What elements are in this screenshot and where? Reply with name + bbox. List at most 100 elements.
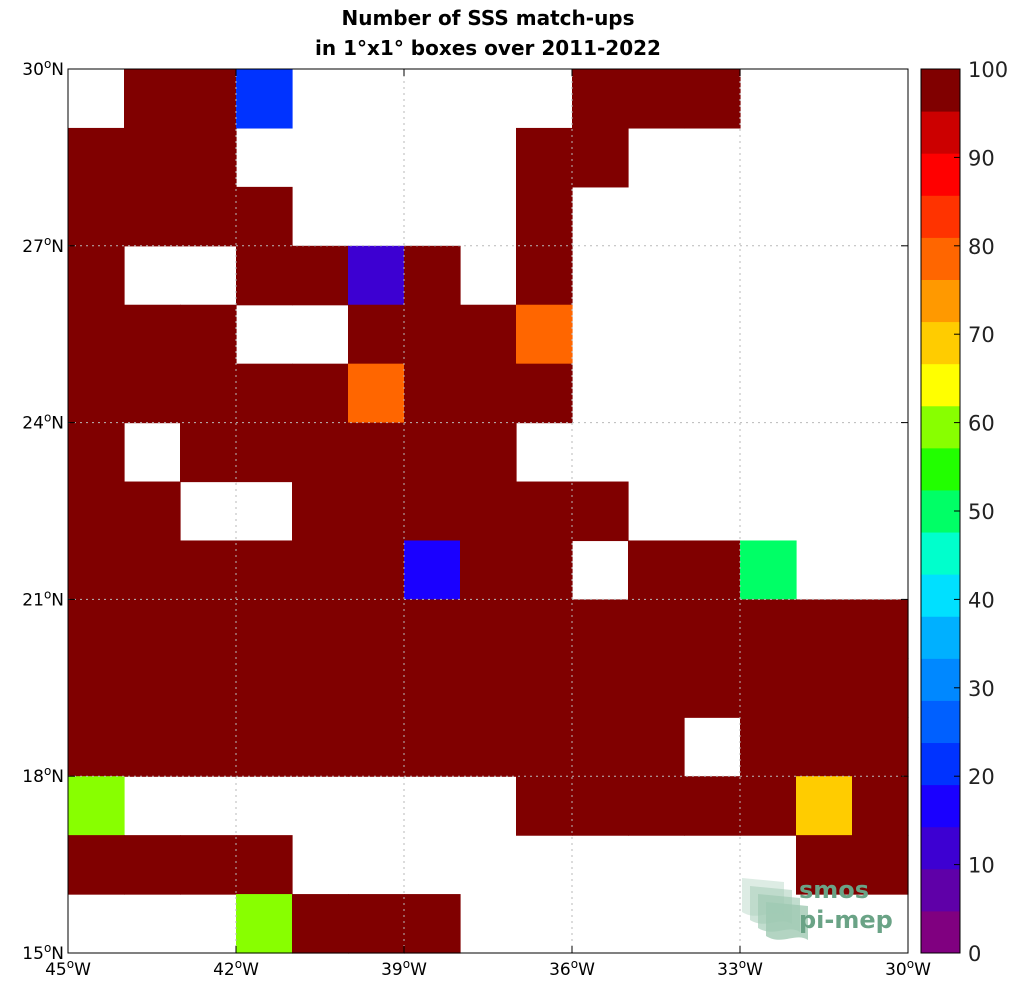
heatmap-cell bbox=[740, 717, 797, 777]
colorbar-segment bbox=[921, 910, 960, 954]
colorbar-tick-label: 30 bbox=[968, 677, 995, 701]
heatmap-cell bbox=[572, 717, 629, 777]
logo-text-line-2: pi-mep bbox=[799, 906, 893, 934]
heatmap-cell bbox=[572, 127, 629, 188]
heatmap-cell bbox=[404, 481, 461, 542]
heatmap-cell bbox=[348, 245, 405, 306]
heatmap-cell bbox=[348, 422, 405, 483]
heatmap-cell bbox=[68, 658, 125, 718]
heatmap-cell bbox=[180, 658, 237, 718]
heatmap-cell bbox=[852, 835, 909, 895]
heatmap-cell bbox=[572, 658, 629, 718]
heatmap-cell bbox=[852, 599, 909, 659]
heatmap-cell bbox=[124, 481, 181, 542]
heatmap-cell bbox=[180, 599, 237, 659]
colorbar-tick-labels: 0 10 20 30 40 50 60 70 80 90 100 bbox=[968, 58, 1008, 966]
y-tick-label: 24oN bbox=[22, 411, 64, 434]
y-tick-label: 18oN bbox=[22, 764, 64, 787]
colorbar-segment bbox=[921, 321, 960, 365]
heatmap-cell bbox=[516, 540, 573, 600]
heatmap-cell bbox=[348, 894, 405, 954]
heatmap-cell bbox=[180, 304, 237, 365]
heatmap-cell bbox=[180, 540, 237, 600]
heatmap-cell bbox=[404, 599, 461, 659]
heatmap-cell bbox=[796, 599, 853, 659]
heatmap-cell bbox=[68, 481, 125, 542]
heatmap-cell bbox=[628, 599, 685, 659]
heatmap-cell bbox=[236, 186, 293, 247]
smos-pi-mep-logo: smos pi-mep bbox=[742, 876, 893, 940]
heatmap-cell bbox=[124, 540, 181, 600]
heatmap-cell bbox=[180, 127, 237, 188]
colorbar-tick-label: 20 bbox=[968, 765, 995, 789]
heatmap-cell bbox=[628, 776, 685, 836]
heatmap-cell bbox=[180, 717, 237, 777]
logo-wave-layer bbox=[766, 902, 808, 940]
heatmap-cell bbox=[404, 422, 461, 483]
colorbar-tick-label: 10 bbox=[968, 854, 995, 878]
heatmap-cell bbox=[292, 717, 349, 777]
heatmap-cell bbox=[292, 422, 349, 483]
plot-frame bbox=[67, 68, 909, 954]
heatmap-cell bbox=[516, 481, 573, 542]
heatmap-cell bbox=[292, 363, 349, 424]
heatmap-cell bbox=[68, 599, 125, 659]
heatmap-cell bbox=[460, 481, 517, 542]
colorbar-segment bbox=[921, 69, 960, 112]
heatmap-cell bbox=[124, 658, 181, 718]
x-tick-label: 33oW bbox=[717, 957, 763, 980]
x-tick-labels: 45oW 42oW 39oW 36oW 33oW 30oW bbox=[45, 957, 931, 980]
x-tick-label: 39oW bbox=[381, 957, 427, 980]
heatmap-cell bbox=[236, 835, 293, 895]
heatmap-cell bbox=[460, 304, 517, 365]
heatmap-cell bbox=[348, 304, 405, 365]
heatmap-cell bbox=[124, 127, 181, 188]
heatmap-cell bbox=[348, 599, 405, 659]
heatmap-cell bbox=[292, 540, 349, 600]
heatmap-cell bbox=[124, 304, 181, 365]
heatmap-cell bbox=[684, 776, 741, 836]
heatmap-cell bbox=[460, 599, 517, 659]
heatmap-cell bbox=[796, 717, 853, 777]
colorbar-segment bbox=[921, 489, 960, 533]
heatmap-cell bbox=[740, 599, 797, 659]
heatmap-cell bbox=[124, 599, 181, 659]
heatmap-cell bbox=[516, 658, 573, 718]
colorbar-segment bbox=[921, 700, 960, 744]
colorbar-segment bbox=[921, 447, 960, 491]
heatmap-cell bbox=[404, 245, 461, 306]
heatmap-cell bbox=[740, 540, 797, 600]
heatmap-cell bbox=[460, 363, 517, 424]
heatmap-cell bbox=[460, 658, 517, 718]
heatmap-cell bbox=[516, 717, 573, 777]
heatmap-cell bbox=[516, 186, 573, 247]
heatmap-cell bbox=[684, 540, 741, 600]
colorbar-segment bbox=[921, 616, 960, 659]
y-tick-label: 27oN bbox=[22, 234, 64, 257]
colorbar-tick-label: 100 bbox=[968, 58, 1008, 82]
heatmap-cell bbox=[292, 658, 349, 718]
heatmap-cell bbox=[68, 717, 125, 777]
colorbar-segment bbox=[921, 574, 960, 617]
heatmap-cell bbox=[852, 658, 909, 718]
heatmap-cell bbox=[236, 599, 293, 659]
heatmap-cell bbox=[236, 540, 293, 600]
heatmap-cell bbox=[180, 186, 237, 247]
colorbar-segment bbox=[921, 742, 960, 786]
heatmap-cell bbox=[292, 481, 349, 542]
heatmap-cell bbox=[628, 658, 685, 718]
colorbar-segment bbox=[921, 279, 960, 323]
heatmap-cell bbox=[460, 422, 517, 483]
heatmap-cell bbox=[68, 776, 125, 836]
heatmap-cell bbox=[684, 69, 741, 129]
heatmap-cell bbox=[236, 245, 293, 306]
heatmap-cell bbox=[124, 835, 181, 895]
heatmap-cell bbox=[180, 363, 237, 424]
heatmap-cell bbox=[348, 363, 405, 424]
heatmap-cell bbox=[684, 658, 741, 718]
colorbar-segment bbox=[921, 658, 960, 701]
heatmap-cell bbox=[124, 717, 181, 777]
heatmap-cell bbox=[404, 658, 461, 718]
heatmap-cell bbox=[516, 127, 573, 188]
